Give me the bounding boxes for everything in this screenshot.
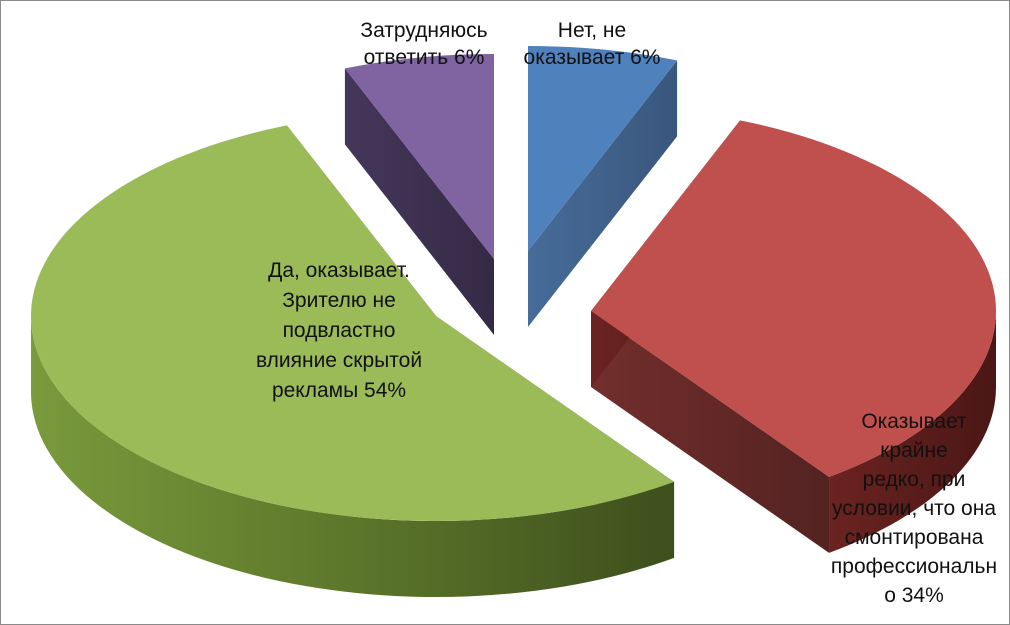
label-net-line: Нет, не	[558, 19, 626, 42]
label-yes-line: влияние скрытой	[256, 349, 422, 372]
label-net-line: оказывает 6%	[524, 46, 661, 69]
label-net: Нет, не оказывает 6%	[524, 19, 661, 69]
label-rarely-line: редко, при	[863, 468, 966, 491]
slice-net	[528, 46, 678, 251]
label-unsure: Затрудняюсь ответить 6%	[360, 19, 487, 69]
label-rarely-line: смонтирована	[845, 526, 984, 549]
slice-side-rarely-wall	[829, 312, 996, 553]
label-rarely-line: условии, что она	[832, 497, 996, 520]
label-yes-line: подвластно	[283, 319, 396, 342]
label-yes-line: Зрителю не	[282, 289, 396, 312]
slice-rarely	[591, 120, 997, 477]
label-rarely-line: крайне	[880, 439, 948, 462]
slice-side-unsure	[344, 68, 494, 336]
slice-unsure	[344, 54, 494, 259]
label-yes-line: рекламы 54%	[272, 379, 406, 402]
slice-yes	[30, 125, 675, 522]
slice-side-net-cut-1	[528, 60, 678, 328]
slice-side-unsure-cut-0	[344, 68, 494, 336]
slice-side-net	[528, 60, 678, 328]
label-rarely-line: профессиональн	[831, 555, 997, 578]
label-rarely-line: Оказывает	[861, 410, 967, 433]
slice-side-rarely-cut-1	[591, 311, 830, 553]
label-unsure-line: Затрудняюсь	[360, 19, 487, 42]
label-unsure-line: ответить 6%	[364, 46, 485, 69]
label-yes: Да, оказывает. Зрителю не подвластно влияни…	[256, 259, 422, 402]
label-rarely-line: о 34%	[884, 584, 944, 607]
label-rarely: Оказывает крайне редко, при условии, что он…	[831, 410, 997, 607]
label-yes-line: Да, оказывает.	[268, 259, 410, 282]
slice-side-yes-wall	[31, 318, 675, 597]
